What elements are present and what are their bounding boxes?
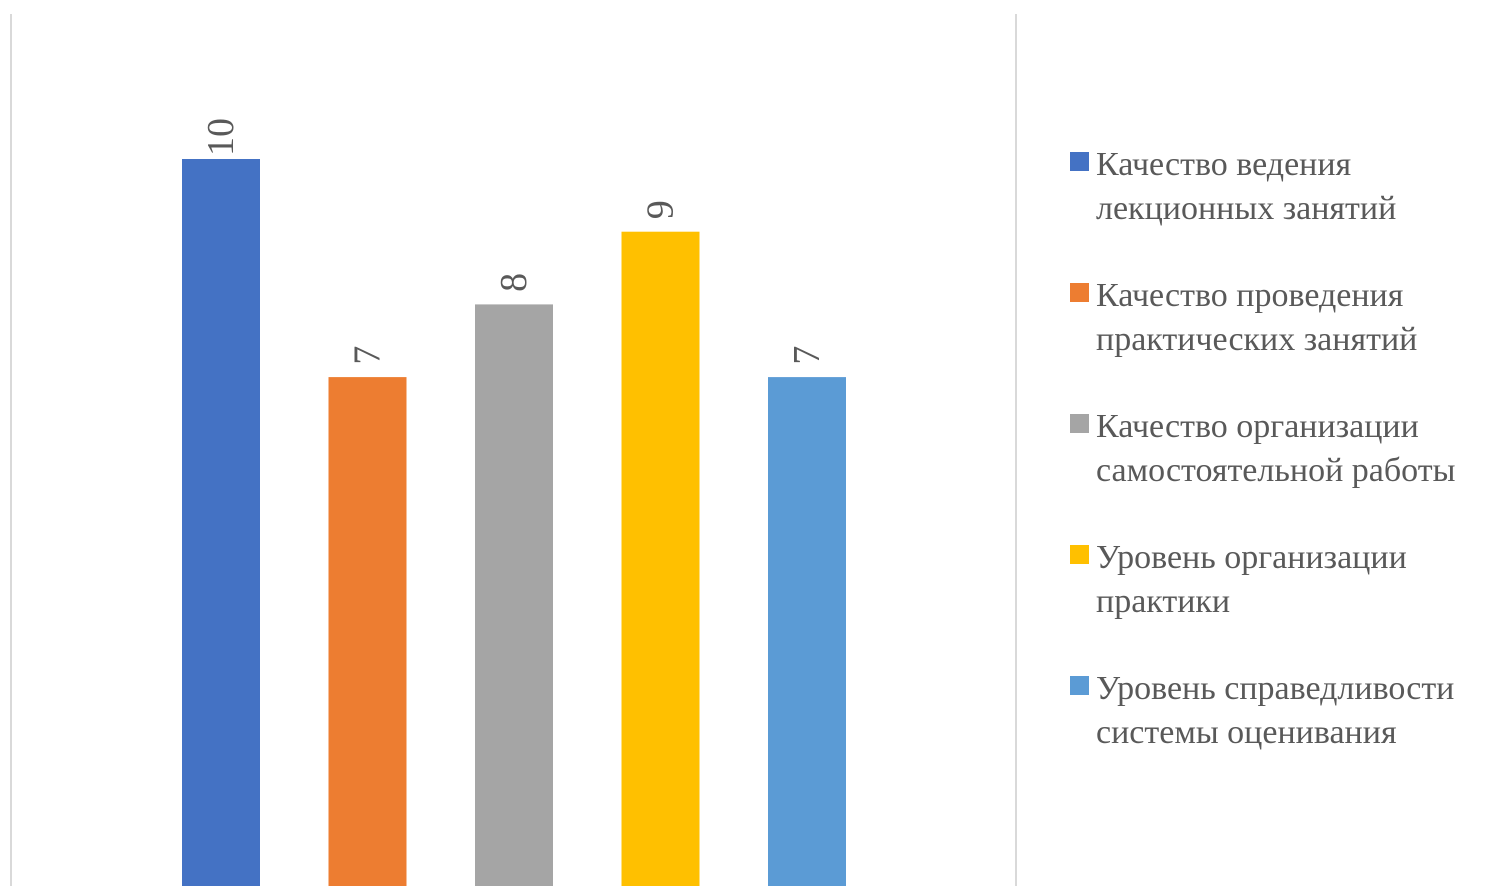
legend-item-practical-quality: Качество проведения практических занятий <box>1070 274 1490 362</box>
legend: Качество ведения лекционных занятий Каче… <box>1070 143 1490 798</box>
data-label-grading-fairness: 7 <box>786 346 828 365</box>
legend-swatch-lecture-quality <box>1070 152 1089 171</box>
data-label-self-study-quality: 8 <box>493 273 535 292</box>
data-label-practice-organization: 9 <box>640 200 682 219</box>
bar-self-study-quality <box>475 304 553 886</box>
bar-practical-quality <box>329 377 407 886</box>
data-label-practical-quality: 7 <box>347 346 389 365</box>
bar-practice-organization <box>622 232 700 886</box>
data-label-lecture-quality: 10 <box>200 118 242 156</box>
legend-item-lecture-quality: Качество ведения лекционных занятий <box>1070 143 1490 231</box>
legend-item-grading-fairness: Уровень справедливости системы оценивани… <box>1070 667 1490 755</box>
legend-label-lecture-quality: Качество ведения лекционных занятий <box>1096 143 1490 231</box>
legend-label-grading-fairness: Уровень справедливости системы оценивани… <box>1096 667 1490 755</box>
legend-label-practice-organization: Уровень организации практики <box>1096 536 1490 624</box>
legend-swatch-grading-fairness <box>1070 676 1089 695</box>
legend-label-self-study-quality: Качество организации самостоятельной раб… <box>1096 405 1490 493</box>
bar-lecture-quality <box>182 159 260 886</box>
legend-swatch-practical-quality <box>1070 283 1089 302</box>
legend-swatch-self-study-quality <box>1070 414 1089 433</box>
legend-swatch-practice-organization <box>1070 545 1089 564</box>
legend-item-self-study-quality: Качество организации самостоятельной раб… <box>1070 405 1490 493</box>
bar-grading-fairness <box>768 377 846 886</box>
bars-group <box>182 159 846 886</box>
legend-item-practice-organization: Уровень организации практики <box>1070 536 1490 624</box>
legend-label-practical-quality: Качество проведения практических занятий <box>1096 274 1490 362</box>
